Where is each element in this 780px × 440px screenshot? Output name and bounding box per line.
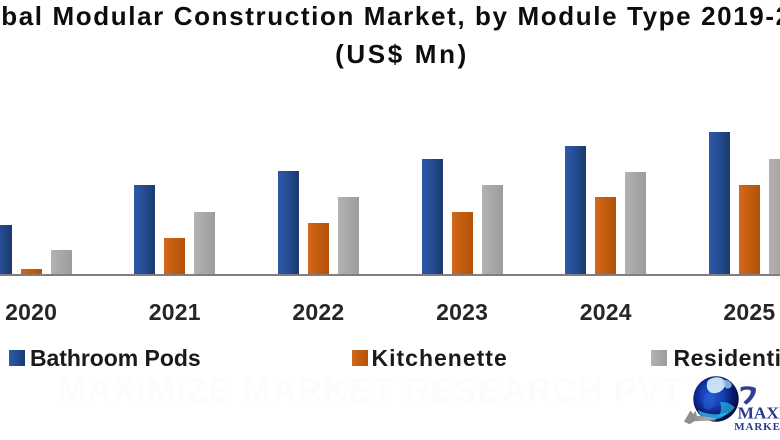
svg-text:MAXI: MAXI xyxy=(738,403,780,422)
svg-text:MARKET: MARKET xyxy=(734,421,780,433)
